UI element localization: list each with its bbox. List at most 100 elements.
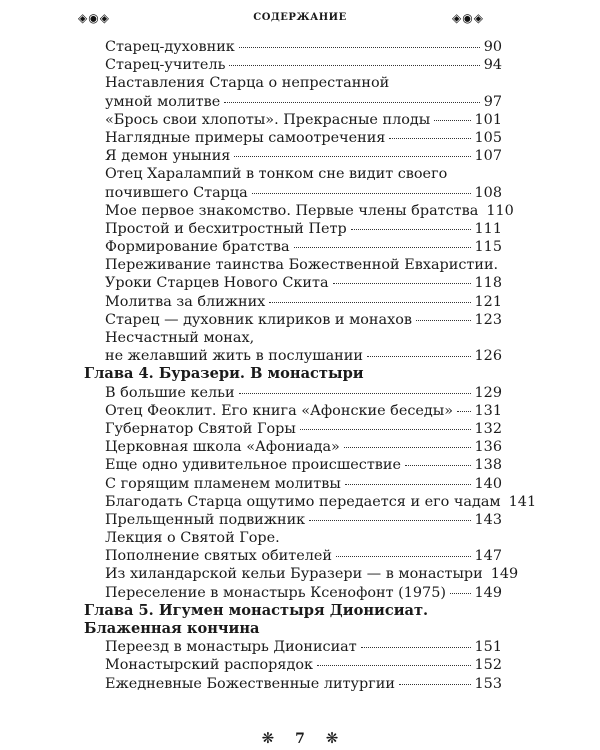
entry-page-number: 108: [474, 184, 502, 201]
chapter-heading: Блаженная кончина: [84, 620, 502, 638]
entry-page-number: 121: [474, 293, 502, 310]
page-number: 7: [295, 731, 305, 747]
toc-entry: Губернатор Святой Горы 132: [84, 420, 502, 438]
entry-title: Переезд в монастырь Дионисиат: [105, 639, 357, 656]
toc-entry: Наставления Старца о непрестанной: [84, 74, 502, 92]
entry-title: Уроки Старцев Нового Скита: [105, 275, 329, 292]
dot-leader: [238, 392, 471, 394]
dot-leader: [309, 519, 471, 521]
entry-page-number: 140: [474, 475, 502, 492]
entry-title: Из хиландарской кельи Буразери — в монас…: [105, 566, 483, 583]
dot-leader: [405, 465, 471, 467]
dot-leader: [238, 47, 480, 48]
chapter-title: Глава 4. Буразери. В монастыри: [84, 365, 364, 383]
entry-page-number: 110: [486, 202, 514, 219]
entry-title: Лекция о Святой Горе.: [105, 530, 280, 547]
page-footer: ❋ 7 ❋: [0, 729, 600, 747]
running-title: СОДЕРЖАНИЕ: [253, 12, 347, 23]
dot-leader: [332, 283, 471, 285]
toc-entry: Отец Харалампий в тонком сне видит своег…: [84, 165, 502, 183]
table-of-contents: Старец-духовник 90 Старец-учитель 94 Наставл…: [84, 38, 536, 693]
toc-entry: Уроки Старцев Нового Скита 118: [84, 274, 502, 292]
toc-entry: Ежедневные Божественные литургии 153: [84, 675, 502, 693]
ornament-left-icon: ◈◉◈: [78, 11, 110, 25]
toc-entry: Церковная школа «Афониада» 136: [84, 438, 502, 456]
toc-entry: Из хиландарской кельи Буразери — в монас…: [84, 565, 518, 583]
toc-entry: Простой и бесхитростный Петр 111: [84, 220, 502, 238]
entry-page-number: 111: [474, 220, 502, 237]
entry-title: Несчастный монах,: [105, 330, 255, 346]
entry-title: Старец — духовник клириков и монахов: [105, 311, 412, 328]
entry-title: Старец-учитель: [105, 57, 226, 74]
toc-entry: Я демон уныния 107: [84, 147, 502, 165]
dot-leader: [229, 65, 480, 67]
entry-page-number: 101: [474, 111, 502, 128]
entry-title: Старец-духовник: [105, 39, 235, 55]
toc-entry: Молитва за ближних 121: [84, 293, 502, 311]
chapter-title: Глава 5. Игумен монастыря Дионисиат.: [84, 601, 429, 619]
entry-title: Ежедневные Божественные литургии: [105, 675, 395, 692]
entry-page-number: 132: [474, 420, 502, 437]
toc-entry: «Брось свои хлопоты». Прекрасные плоды 10…: [84, 111, 502, 129]
entry-page-number: 126: [474, 348, 502, 365]
chapter-title: Блаженная кончина: [84, 620, 260, 637]
entry-title: Молитва за ближних: [105, 293, 266, 310]
entry-title: Формирование братства: [105, 239, 290, 256]
entry-page-number: 90: [483, 39, 502, 55]
toc-entry: не желавший жить в послушании 126: [84, 347, 502, 365]
running-header: ◈◉◈ СОДЕРЖАНИЕ ◈◉◈: [0, 9, 600, 29]
dot-leader: [360, 647, 471, 649]
entry-title: Мое первое знакомство. Первые члены брат…: [105, 202, 479, 219]
dot-leader: [389, 137, 471, 139]
entry-page-number: 149: [490, 566, 519, 583]
toc-entry: С горящим пламенем молитвы 140: [84, 475, 502, 493]
ornament-right-icon: ◈◉◈: [452, 11, 484, 25]
entry-title: Благодать Старца ощутимо передается и ег…: [105, 493, 501, 510]
entry-title: Церковная школа «Афониада»: [105, 439, 340, 456]
toc-entry: Старец — духовник клириков и монахов 123: [84, 311, 502, 329]
dot-leader: [251, 192, 471, 194]
dot-leader: [269, 301, 471, 303]
entry-page-number: 138: [474, 457, 502, 474]
entry-page-number: 149: [474, 584, 502, 601]
entry-title: «Брось свои хлопоты». Прекрасные плоды: [105, 111, 431, 128]
dot-leader: [415, 319, 471, 321]
toc-entry: почившего Старца 108: [84, 184, 502, 202]
toc-entry: Благодать Старца ощутимо передается и ег…: [84, 493, 536, 511]
entry-page-number: 136: [474, 439, 502, 456]
entry-title: Пополнение святых обителей: [105, 548, 332, 565]
dot-leader: [434, 119, 471, 121]
toc-entry: Несчастный монах,: [84, 329, 502, 347]
toc-entry: Переживание таинства Божественной Евхари…: [84, 256, 502, 274]
dot-leader: [449, 592, 471, 594]
entry-title: Прельщенный подвижник: [105, 511, 306, 528]
toc-entry: Старец-учитель 94: [84, 56, 502, 74]
entry-title: Переживание таинства Божественной Евхари…: [105, 257, 499, 274]
flourish-right-icon: ❋: [325, 729, 339, 747]
entry-page-number: 147: [474, 548, 502, 565]
toc-entry: Переселение в монастырь Ксенофонт (1975)…: [84, 584, 502, 602]
entry-title: Еще одно удивительное происшествие: [105, 457, 401, 474]
toc-entry: В большие кельи 129: [84, 384, 502, 402]
dot-leader: [299, 428, 471, 430]
entry-page-number: 115: [474, 239, 502, 256]
entry-title: С горящим пламенем молитвы: [105, 475, 341, 492]
dot-leader: [335, 556, 471, 558]
toc-entry: Отец Феоклит. Его книга «Афонские беседы…: [84, 402, 502, 420]
entry-page-number: 143: [474, 511, 502, 528]
entry-page-number: 129: [474, 384, 502, 401]
entry-title: не желавший жить в послушании: [105, 348, 363, 365]
entry-title: Монастырский распорядок: [105, 657, 313, 674]
entry-title: Я демон уныния: [105, 148, 231, 165]
toc-entry: Переезд в монастырь Дионисиат 151: [84, 638, 502, 656]
dot-leader: [234, 156, 471, 158]
entry-page-number: 151: [474, 639, 502, 656]
flourish-left-icon: ❋: [261, 729, 275, 747]
dot-leader: [366, 356, 471, 358]
dot-leader: [398, 683, 471, 685]
toc-entry: умной молитве 97: [84, 93, 502, 111]
entry-title: В большие кельи: [105, 384, 235, 401]
toc-entry: Наглядные примеры самоотречения 105: [84, 129, 502, 147]
entry-page-number: 118: [474, 275, 502, 292]
entry-title: Простой и бесхитростный Петр: [105, 220, 347, 237]
